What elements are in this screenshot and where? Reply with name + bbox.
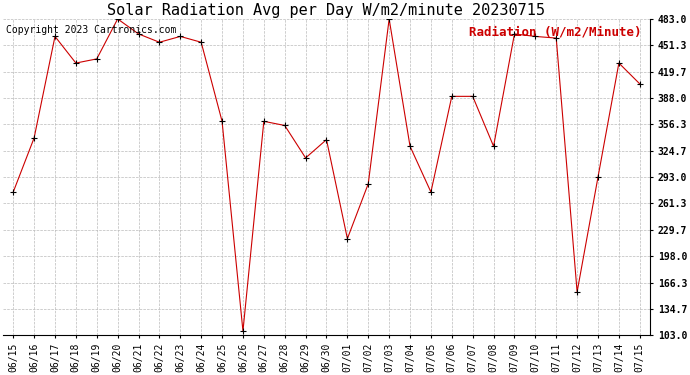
Title: Solar Radiation Avg per Day W/m2/minute 20230715: Solar Radiation Avg per Day W/m2/minute … xyxy=(108,3,546,18)
Text: Copyright 2023 Cartronics.com: Copyright 2023 Cartronics.com xyxy=(6,25,177,35)
Text: Radiation (W/m2/Minute): Radiation (W/m2/Minute) xyxy=(469,25,642,38)
